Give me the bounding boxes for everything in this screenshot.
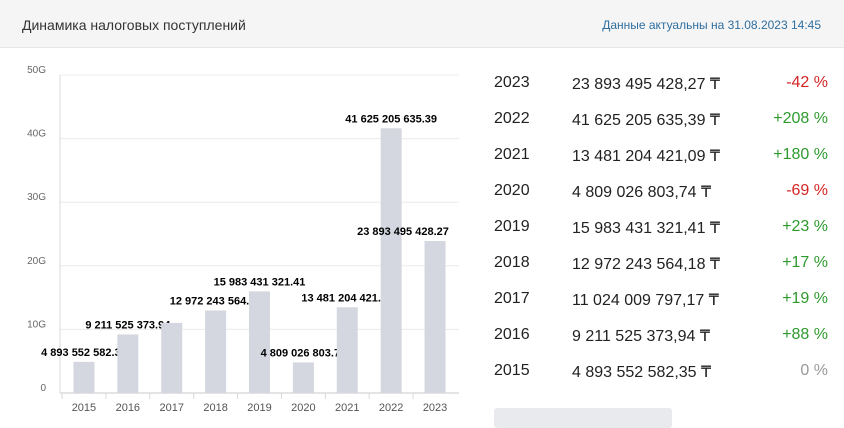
bar[interactable] (161, 322, 183, 393)
row-year: 2016 (494, 326, 530, 343)
y-tick-label: 30G (27, 192, 46, 203)
x-tick-label: 2015 (72, 402, 96, 414)
y-tick-label: 40G (27, 129, 46, 140)
table-row: 2021 13 481 204 421,09 ₸ +180 % (494, 136, 830, 172)
row-year: 2019 (494, 218, 530, 235)
x-tick-label: 2018 (203, 402, 227, 414)
row-year: 2015 (494, 362, 530, 379)
data-label: 15 983 431 321.41 (214, 276, 306, 288)
row-year: 2023 (494, 74, 530, 91)
data-label: 4 893 552 582.35 (41, 347, 127, 359)
row-change: +208 % (773, 110, 828, 127)
x-tick-label: 2022 (379, 402, 403, 414)
table-row: 2017 11 024 009 797,17 ₸ +19 % (494, 280, 830, 316)
table-row: 2020 4 809 026 803,74 ₸ -69 % (494, 172, 830, 208)
table-row: 2019 15 983 431 321,41 ₸ +23 % (494, 208, 830, 244)
row-amount: 23 893 495 428,27 ₸ (572, 76, 721, 93)
row-amount: 4 809 026 803,74 ₸ (572, 184, 712, 201)
row-year: 2018 (494, 254, 530, 271)
x-tick-label: 2017 (159, 402, 183, 414)
y-tick-label: 50G (27, 65, 46, 76)
x-tick-label: 2020 (291, 402, 315, 414)
row-change: +17 % (782, 254, 828, 271)
table-row: 2022 41 625 205 635,39 ₸ +208 % (494, 100, 830, 136)
x-tick-label: 2021 (335, 402, 359, 414)
row-change: +23 % (782, 218, 828, 235)
row-amount: 41 625 205 635,39 ₸ (572, 112, 721, 129)
row-change: +88 % (782, 326, 828, 343)
bar[interactable] (73, 361, 95, 393)
tax-revenue-bar-chart: 0 10G 20G 30G 40G 50G 2015 4 893 552 582.35 2016… (27, 65, 459, 414)
row-year: 2017 (494, 290, 530, 307)
bar[interactable] (380, 128, 402, 393)
bar[interactable] (424, 241, 446, 393)
row-year: 2022 (494, 110, 530, 127)
row-change: +180 % (773, 146, 828, 163)
table-row: 2016 9 211 525 373,94 ₸ +88 % (494, 316, 830, 352)
data-label: 12 972 243 564.18 (170, 295, 262, 307)
row-change: -69 % (786, 182, 828, 199)
row-amount: 15 983 431 321,41 ₸ (572, 220, 721, 237)
row-amount: 11 024 009 797,17 ₸ (572, 292, 719, 309)
data-label: 23 893 495 428.27 (357, 226, 449, 238)
row-amount: 12 972 243 564,18 ₸ (572, 256, 721, 273)
x-tick-label: 2023 (423, 402, 447, 414)
x-tick-label: 2016 (116, 402, 140, 414)
row-year: 2020 (494, 182, 530, 199)
row-amount: 9 211 525 373,94 ₸ (572, 328, 710, 345)
data-label: 13 481 204 421.09 (301, 292, 393, 304)
y-tick-label: 20G (27, 256, 46, 267)
bar[interactable] (292, 362, 314, 393)
data-label: 9 211 525 373.94 (85, 319, 171, 331)
row-amount: 13 481 204 421,09 ₸ (572, 148, 721, 165)
revenue-table: 2023 23 893 495 428,27 ₸ -42 % 2022 41 625 2… (494, 64, 830, 388)
table-row: 2023 23 893 495 428,27 ₸ -42 % (494, 64, 830, 100)
row-year: 2021 (494, 146, 530, 163)
row-change: -42 % (786, 74, 828, 91)
bar[interactable] (249, 291, 270, 393)
y-tick-label: 0 (40, 383, 46, 394)
data-label: 4 809 026 803.74 (261, 347, 348, 359)
table-row: 2015 4 893 552 582,35 ₸ 0 % (494, 352, 830, 388)
y-tick-label: 10G (27, 319, 46, 330)
panel-title: Динамика налоговых поступлений (22, 17, 246, 33)
row-change: 0 % (800, 362, 828, 379)
row-change: +19 % (782, 290, 828, 307)
row-amount: 4 893 552 582,35 ₸ (572, 364, 712, 381)
bar[interactable] (205, 310, 227, 393)
panel-header: Динамика налоговых поступлений Данные ак… (0, 0, 844, 48)
data-updated-date: Данные актуальны на 31.08.2023 14:45 (602, 18, 821, 32)
show-more-button[interactable] (494, 408, 672, 428)
data-label: 41 625 205 635.39 (345, 113, 437, 125)
table-row: 2018 12 972 243 564,18 ₸ +17 % (494, 244, 830, 280)
bar[interactable] (336, 307, 358, 393)
x-tick-label: 2019 (247, 402, 271, 414)
bar[interactable] (117, 334, 139, 393)
